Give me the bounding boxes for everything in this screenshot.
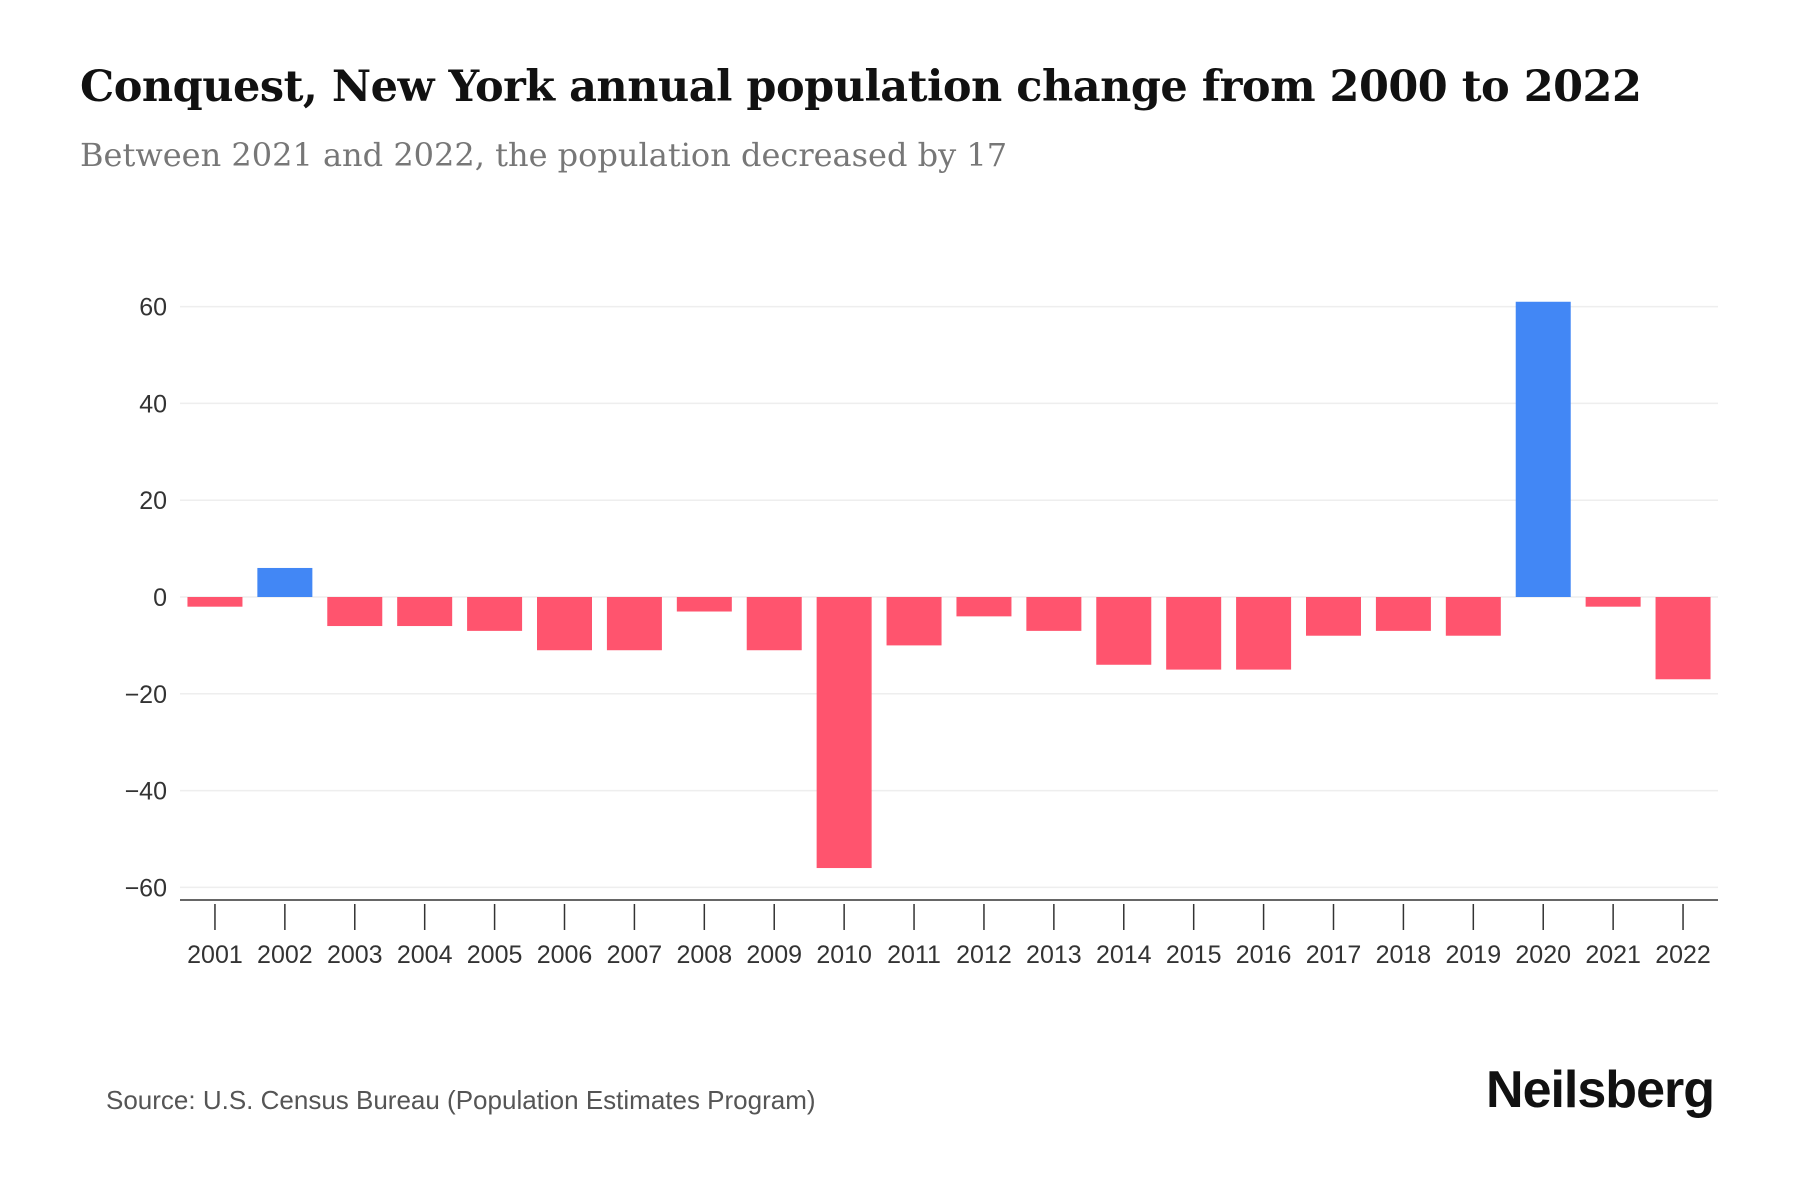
bar-2016 [1236, 597, 1292, 670]
x-tick-label: 2003 [327, 941, 383, 969]
x-tick-label: 2008 [677, 941, 733, 969]
x-tick-label: 2009 [746, 941, 802, 969]
x-tick-label: 2001 [187, 941, 243, 969]
x-tick-label: 2010 [816, 941, 872, 969]
x-tick-label: 2005 [467, 941, 523, 969]
bar-2011 [886, 597, 942, 646]
x-tick-label: 2012 [956, 941, 1012, 969]
bar-2006 [537, 597, 592, 651]
x-tick-label: 2022 [1655, 941, 1711, 969]
x-tick-label: 2021 [1585, 941, 1641, 969]
bar-2021 [1585, 597, 1641, 607]
y-tick-label: 20 [139, 487, 167, 515]
bar-2005 [467, 597, 523, 631]
bar-2013 [1026, 597, 1082, 631]
x-tick-label: 2019 [1446, 941, 1502, 969]
y-tick-label: −60 [125, 874, 167, 902]
bar-2009 [746, 597, 802, 651]
bar-2012 [956, 597, 1012, 617]
bar-2020 [1515, 301, 1571, 597]
chart-title: Conquest, New York annual population cha… [80, 62, 1642, 112]
bar-2015 [1166, 597, 1222, 670]
x-tick-label: 2002 [257, 941, 313, 969]
y-tick-label: 40 [139, 390, 167, 418]
bar-2008 [676, 597, 732, 612]
x-tick-label: 2011 [887, 941, 941, 969]
x-tick-label: 2007 [607, 941, 663, 969]
y-tick-label: −40 [125, 778, 167, 806]
bar-2007 [606, 597, 662, 651]
x-tick-label: 2013 [1026, 941, 1082, 969]
x-tick-label: 2018 [1376, 941, 1432, 969]
bar-2003 [327, 597, 383, 627]
bar-2018 [1375, 597, 1431, 631]
y-tick-label: 60 [139, 294, 167, 322]
bar-2002 [257, 567, 313, 597]
x-tick-label: 2015 [1166, 941, 1222, 969]
bar-2004 [397, 597, 453, 627]
x-tick-label: 2020 [1515, 941, 1571, 969]
chart-subtitle: Between 2021 and 2022, the population de… [80, 136, 1008, 174]
x-tick-label: 2004 [397, 941, 453, 969]
source-note: Source: U.S. Census Bureau (Population E… [106, 1085, 816, 1115]
bar-2019 [1445, 597, 1501, 636]
bar-2022 [1655, 597, 1711, 680]
x-tick-label: 2006 [537, 941, 593, 969]
y-tick-label: 0 [153, 584, 167, 612]
bar-2001 [187, 597, 243, 607]
neilsberg-logo: Neilsberg [1486, 1061, 1715, 1119]
x-tick-label: 2017 [1306, 941, 1362, 969]
bar-2014 [1096, 597, 1152, 665]
x-tick-label: 2016 [1236, 941, 1292, 969]
bar-2017 [1306, 597, 1361, 636]
y-tick-label: −20 [125, 681, 167, 709]
bar-2010 [816, 597, 872, 869]
x-tick-label: 2014 [1096, 941, 1152, 969]
